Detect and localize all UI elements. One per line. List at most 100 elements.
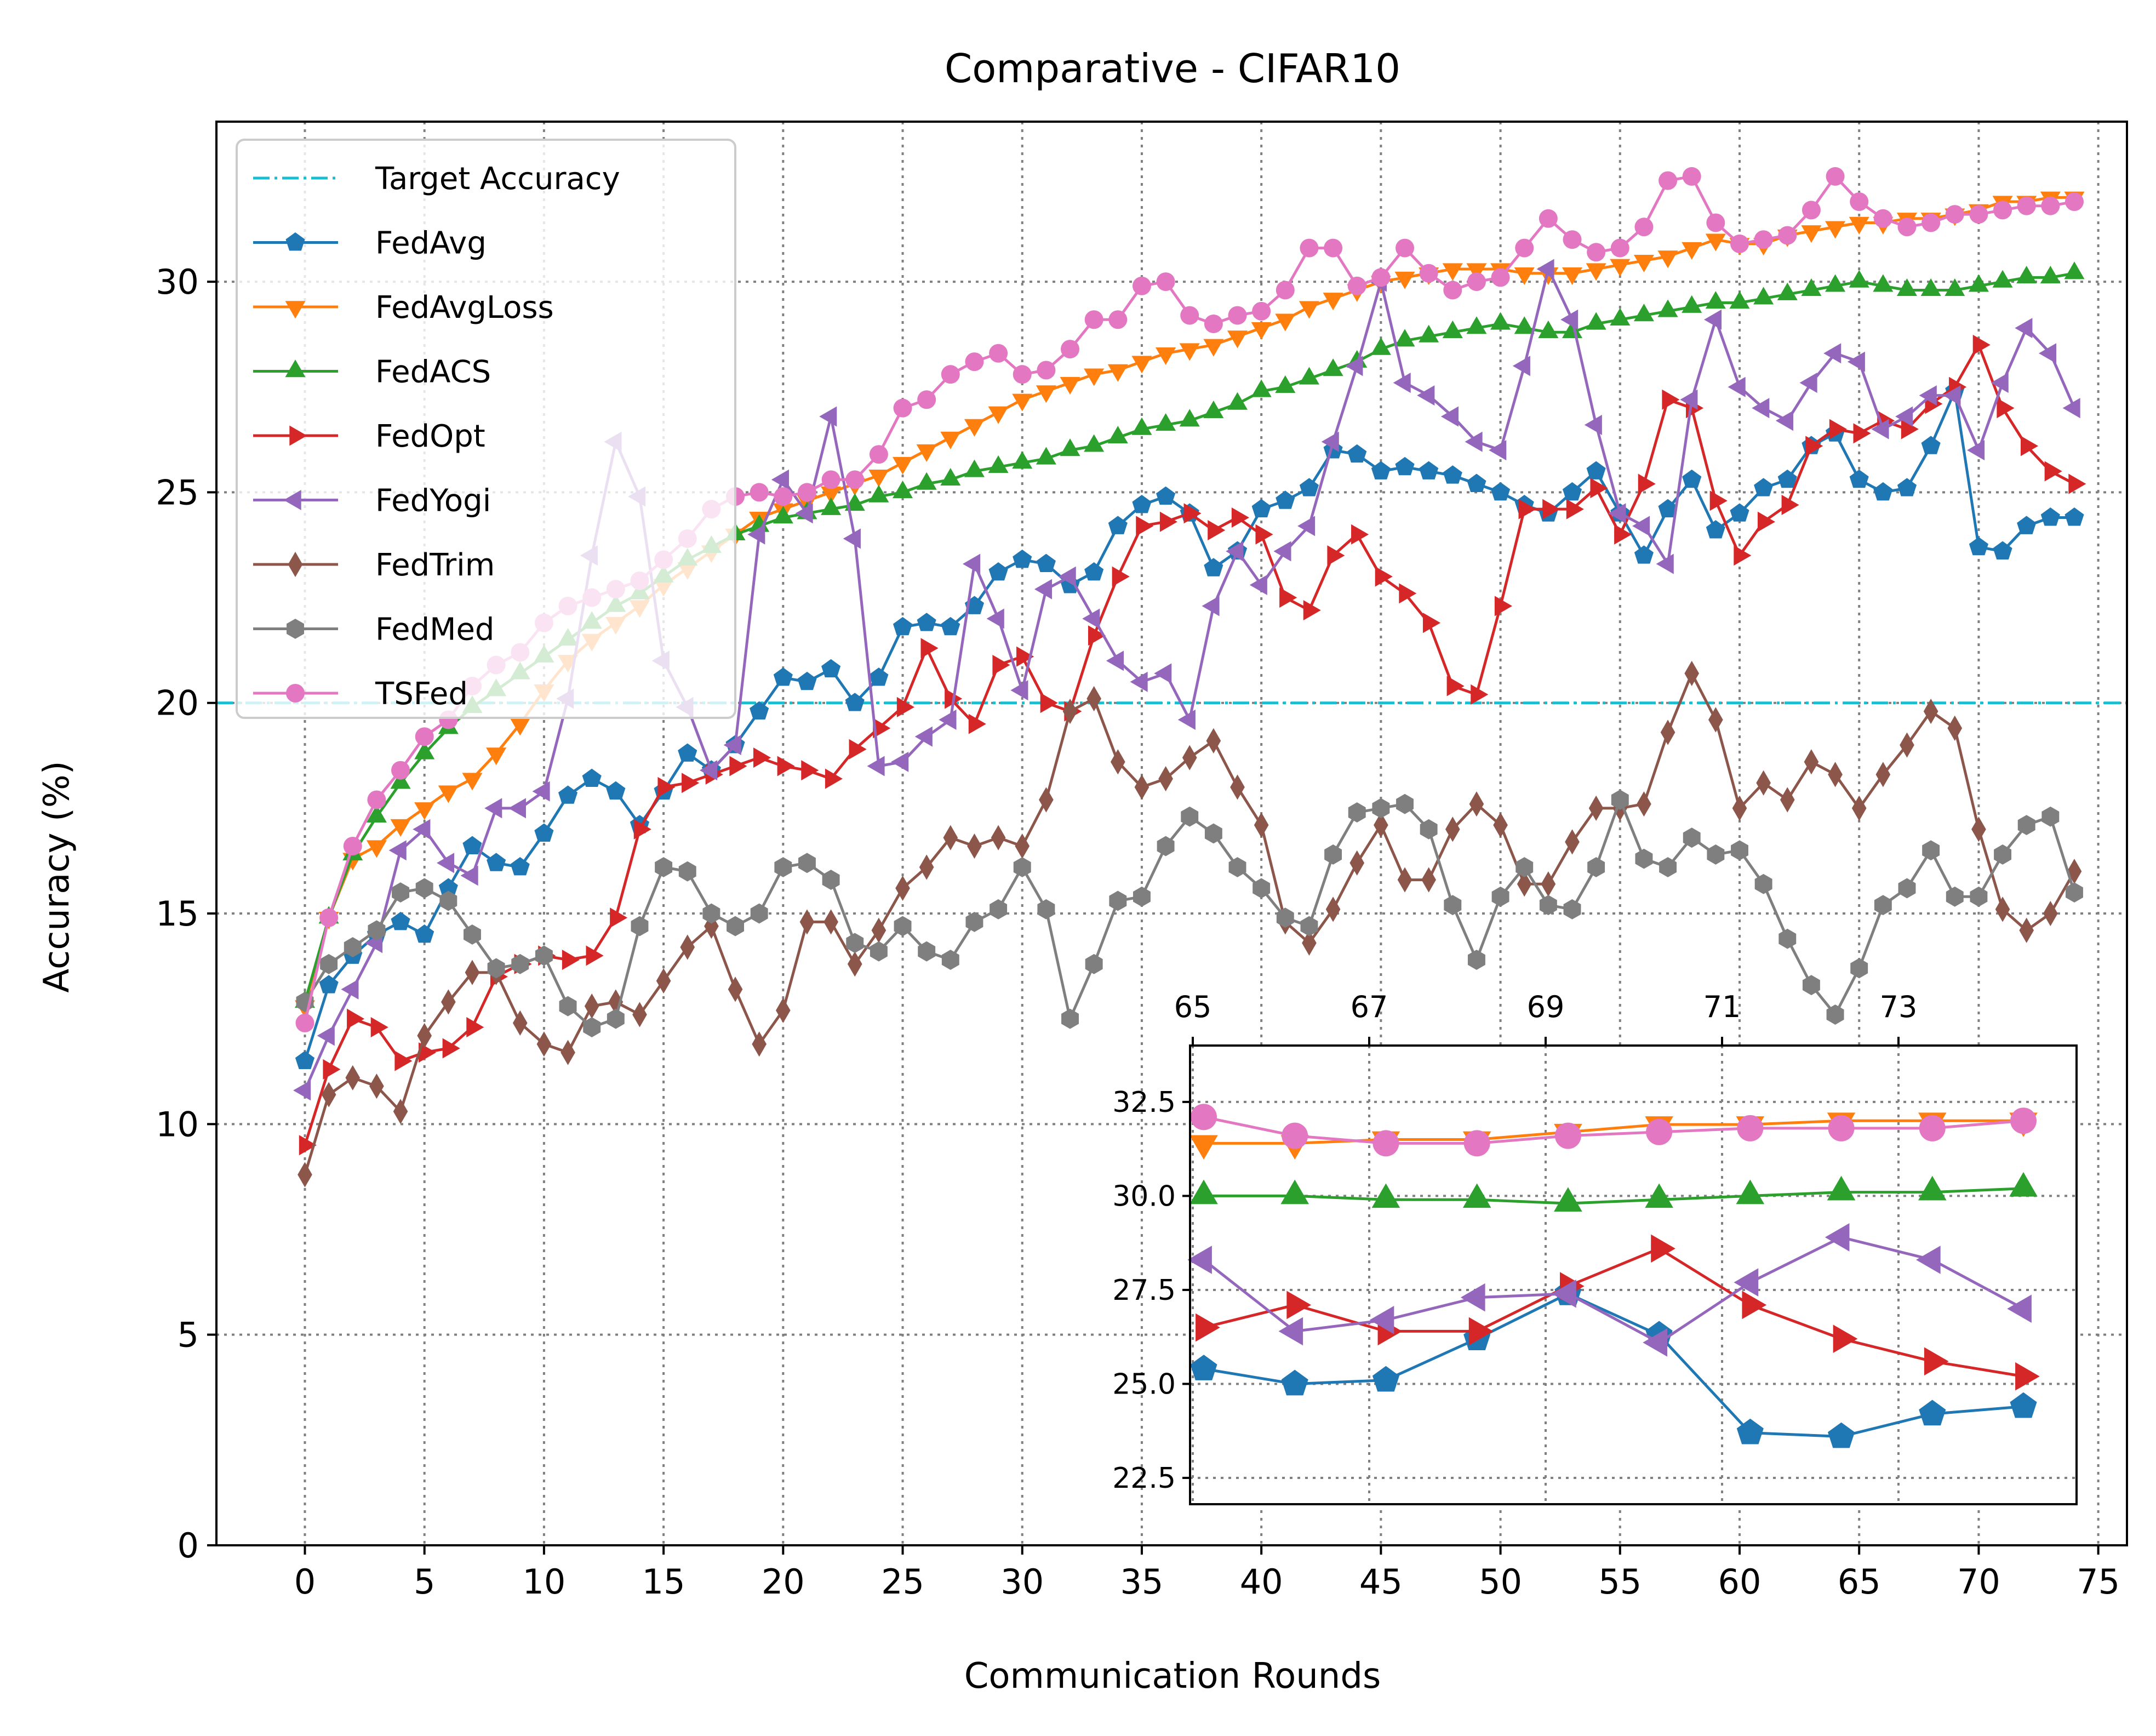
data-point [1327,545,1345,566]
data-point [914,726,933,747]
inset-data-point [1187,1246,1212,1274]
data-point [1922,840,1940,861]
x-tick-label: 30 [1000,1562,1044,1602]
data-point [1158,766,1173,792]
data-point [1823,343,1842,364]
data-point [1754,873,1772,894]
inset-data-point [2010,1392,2037,1418]
data-point [1060,438,1080,456]
data-point [1494,596,1512,616]
inset-y-tick-label: 32.5 [1112,1086,1176,1119]
data-point [1635,848,1653,869]
data-point [415,878,433,899]
x-tick-label: 0 [294,1562,316,1602]
legend-entry: TSFed [253,676,468,712]
data-point [1634,545,1654,564]
data-point [1204,558,1223,576]
data-point [1560,309,1579,330]
data-point [844,493,865,511]
data-point [1443,465,1462,484]
data-point [798,853,816,873]
data-point [1947,715,1963,741]
data-point [1321,431,1339,452]
data-point [1586,461,1606,479]
data-point [1849,270,1869,288]
legend-label: TSFed [375,676,468,712]
data-point [1847,351,1865,372]
data-point [1873,482,1893,501]
data-point [1177,709,1196,730]
data-point [460,865,478,886]
data-point [1587,857,1605,877]
data-point [558,785,578,804]
data-point [1154,663,1172,684]
inset-x-tick-label: 67 [1351,990,1388,1024]
data-point [1466,316,1487,334]
data-point [1538,320,1559,339]
data-point [1516,857,1534,877]
data-point [891,751,909,772]
data-point [1227,330,1248,349]
legend-entry: FedACS [253,355,491,390]
data-point [1279,587,1297,608]
data-point [343,837,362,856]
data-point [586,945,604,966]
data-point [1469,791,1484,817]
data-point [1802,975,1820,996]
data-point [729,756,747,776]
data-point [920,638,939,659]
data-point [317,1025,335,1046]
data-point [1351,524,1369,545]
data-point [370,1017,388,1038]
inset-x-tick-label: 71 [1703,990,1741,1024]
data-point [1752,398,1770,419]
legend-label: FedAvgLoss [375,290,554,326]
data-point [845,693,865,711]
data-point [1039,787,1054,813]
data-point [991,825,1006,850]
data-point [632,1002,647,1027]
inset-series-FedYogi [1187,1223,2032,1357]
data-point [366,804,387,823]
inset-data-point [1918,1175,1947,1201]
data-point [750,483,769,502]
data-point [941,616,960,636]
data-point [1203,339,1224,357]
data-point [367,790,386,809]
data-point [1254,812,1269,838]
data-point [1183,503,1202,524]
inset-data-point [1833,1324,1858,1353]
data-point [1276,907,1294,928]
data-point [1754,230,1773,249]
data-point [1203,400,1224,419]
data-point [1993,541,2012,559]
x-tick-label: 5 [414,1562,435,1602]
data-point [1442,263,1463,281]
data-point [1417,385,1435,406]
data-point [896,696,914,717]
data-point [1421,867,1436,893]
inset-data-point [1737,1115,1764,1141]
data-point [1253,878,1271,899]
data-point [965,352,984,372]
legend-label: FedYogi [375,483,491,519]
data-point [1706,213,1725,232]
data-point [583,1017,601,1038]
data-point [1058,566,1076,587]
inset-data-point [1651,1234,1675,1263]
data-point [1084,434,1105,452]
data-point [1012,451,1033,469]
data-point [607,1008,625,1029]
data-point [1012,393,1033,412]
data-point [1756,770,1771,796]
data-point [2041,196,2060,215]
data-point [1107,426,1128,444]
data-point [1085,953,1103,974]
y-tick-label: 5 [178,1315,199,1355]
y-tick-label: 20 [156,683,199,723]
data-point [1562,320,1583,339]
data-point [295,1050,315,1070]
data-point [1682,295,1702,313]
data-point [1133,886,1151,907]
data-point [1180,306,1199,325]
